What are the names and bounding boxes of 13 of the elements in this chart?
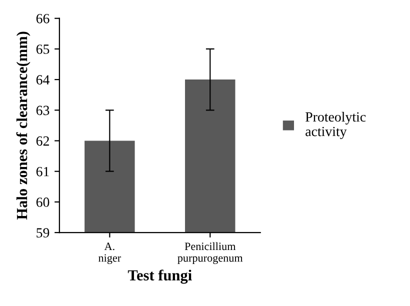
y-tick-label: 61: [36, 166, 49, 176]
x-tick-label: A. niger: [98, 242, 121, 264]
y-axis-title: Halo zones of clearance(mm): [16, 32, 30, 220]
x-tick-label: Penicillium purpurogenum: [178, 242, 243, 264]
y-tick-label: 65: [36, 44, 50, 54]
y-tick-label: 63: [36, 106, 50, 116]
y-tick-label: 62: [36, 136, 49, 146]
x-axis-title: Test fungi: [128, 270, 192, 284]
legend-label: Proteolytic activity: [306, 112, 366, 140]
y-tick-label: 59: [36, 228, 50, 238]
y-tick-label: 66: [36, 14, 50, 24]
y-tick-label: 60: [36, 198, 50, 207]
y-tick-label: 64: [36, 75, 50, 85]
